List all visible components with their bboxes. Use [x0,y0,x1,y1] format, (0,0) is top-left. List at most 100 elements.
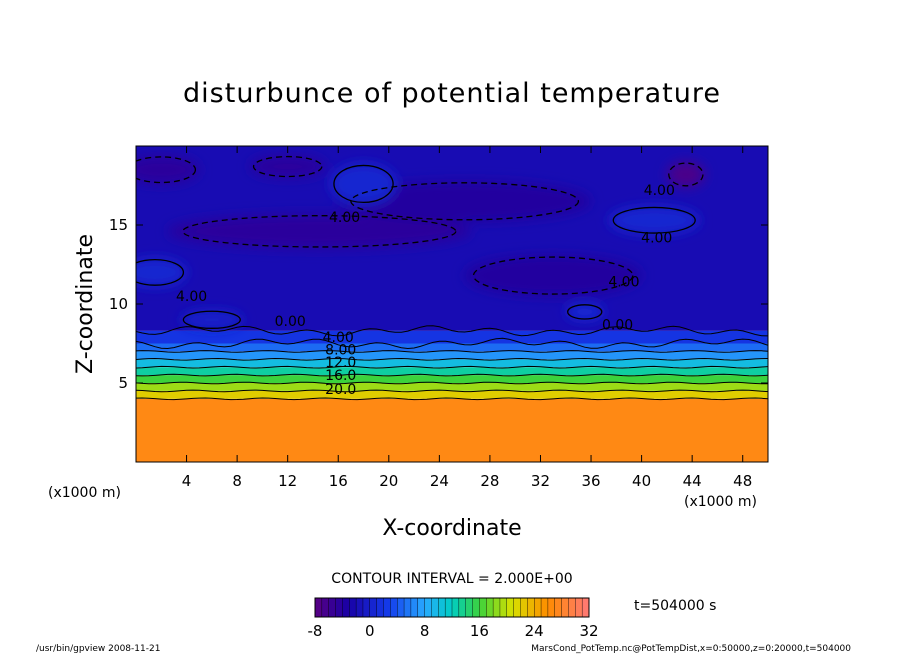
colorbar-cell-35 [554,597,563,618]
x-tick-label-3: 16 [329,472,348,490]
colorbar-cell-39 [581,597,590,618]
contour-label-1: 4.00 [644,183,675,199]
contour-label-9: 12.0 [325,355,356,371]
colorbar-cell-20 [451,597,460,618]
colorbar-cell-31 [527,597,535,618]
colorbar-cell-3 [335,597,343,618]
contour-line-7 [136,350,768,353]
z-tick-label-0: 5 [118,374,128,392]
colorbar-cell-5 [349,597,357,618]
field-patch-9 [565,304,604,320]
field-layer-0 [136,398,768,462]
contour-label-2: 4.00 [641,230,672,246]
contour-ring-5 [333,164,394,204]
colorbar-cell-26 [492,597,501,618]
contour-line-4 [136,373,768,377]
contour-ring-8 [668,162,704,187]
contour-ring-10 [182,310,241,329]
field-layer-6 [136,351,768,360]
colorbar-tick-label-1: 0 [365,622,375,640]
x-axis-label: X-coordinate [382,516,521,541]
colorbar-cell-1 [321,597,330,618]
colorbar-cell-36 [561,597,569,618]
contour-lines [136,155,768,401]
field-blobs [136,155,705,330]
colorbar-tick-label-0: -8 [308,622,323,640]
colorbar-cell-33 [540,597,549,618]
contour-line-1 [136,397,768,401]
contour-label-8: 8.00 [325,343,356,359]
contour-label-11: 20.0 [325,382,356,398]
contour-label-3: 4.00 [608,275,639,291]
contour-label-5: 0.00 [275,314,306,330]
contour-label-6: 0.00 [602,317,633,333]
colorbar-frame [314,597,590,618]
x-tick-label-7: 32 [531,472,550,490]
contour-interval: CONTOUR INTERVAL = 2.000E+00 [331,571,572,587]
contour-label-4: 4.00 [176,289,207,305]
contour-labels: 4.004.004.004.004.000.00 0.004.008.0012.0… [176,183,675,398]
plot-area [136,146,768,462]
field-layer-1 [136,390,768,399]
colorbar-cell-34 [547,597,556,618]
colorbar-cell-8 [369,597,378,618]
colorbar-tick-label-5: 32 [579,622,598,640]
colorbar-cell-9 [376,597,384,618]
colorbar-cell-19 [444,597,453,618]
contour-ring-7 [136,258,185,286]
colorbar-tick-label-2: 8 [420,622,430,640]
x-tick-label-8: 36 [581,472,600,490]
colorbar-cell-7 [362,597,371,618]
colorbar-cell-13 [403,597,412,618]
colorbar-cell-2 [328,597,337,618]
contour-label-10: 16.0 [325,368,356,384]
colorbar-cell-18 [438,597,446,618]
colorbar-cell-17 [431,597,439,618]
colorbar-ticks: -8 0 8 16 24 32 [308,622,599,640]
field-layer-7 [136,343,768,352]
z-axis: 5 10 15 [109,216,768,392]
colorbar-tick-label-3: 16 [470,622,489,640]
z-tick-label-2: 15 [109,216,128,234]
contour-ring-2 [472,256,634,295]
contour-label-7: 4.00 [323,330,354,346]
colorbar-cell-4 [342,597,350,618]
field-layer-3 [136,375,768,383]
contour-ring-6 [612,206,696,234]
contour-line-2 [136,389,768,393]
x-tick-label-2: 12 [278,472,297,490]
x-unit-left: (x1000 m) [48,485,121,501]
contour-line-8 [136,337,768,350]
x-axis: 4 8 12 16 20 24 28 32 36 40 44 48 [182,146,752,490]
contour-ring-0 [182,215,457,248]
x-tick-label-11: 48 [733,472,752,490]
footer-right: MarsCond_PotTemp.nc@PotTempDist,x=0:5000… [531,644,851,654]
y-axis-label: Z-coordinate [73,234,98,374]
colorbar-cell-6 [355,597,364,618]
field-patch-4 [249,155,326,178]
field-layer-5 [136,359,768,368]
colorbar-cell-15 [417,597,426,618]
x-tick-label-10: 44 [683,472,702,490]
colorbar-cell-12 [397,597,405,618]
field-patch-10 [180,310,244,330]
field-layer-4 [136,367,768,376]
field-patch-0 [167,213,471,249]
z-tick-label-1: 10 [109,295,128,313]
field-patch-8 [666,161,705,188]
contour-ring-4 [252,155,323,178]
field-layer-2 [136,383,768,391]
contour-line-5 [136,365,768,369]
colorbar-cell-0 [314,597,323,618]
x-tick-label-0: 4 [182,472,192,490]
colorbar-cell-29 [513,597,522,618]
x-tick-label-1: 8 [232,472,242,490]
x-tick-label-6: 28 [480,472,499,490]
colorbar-cell-24 [479,597,487,618]
colorbar-tick-label-4: 24 [525,622,544,640]
footer-left: /usr/bin/gpview 2008-11-21 [36,644,160,654]
x-tick-label-9: 40 [632,472,651,490]
chart-title: disturbunce of potential temperature [183,78,721,109]
x-tick-label-5: 24 [430,472,449,490]
